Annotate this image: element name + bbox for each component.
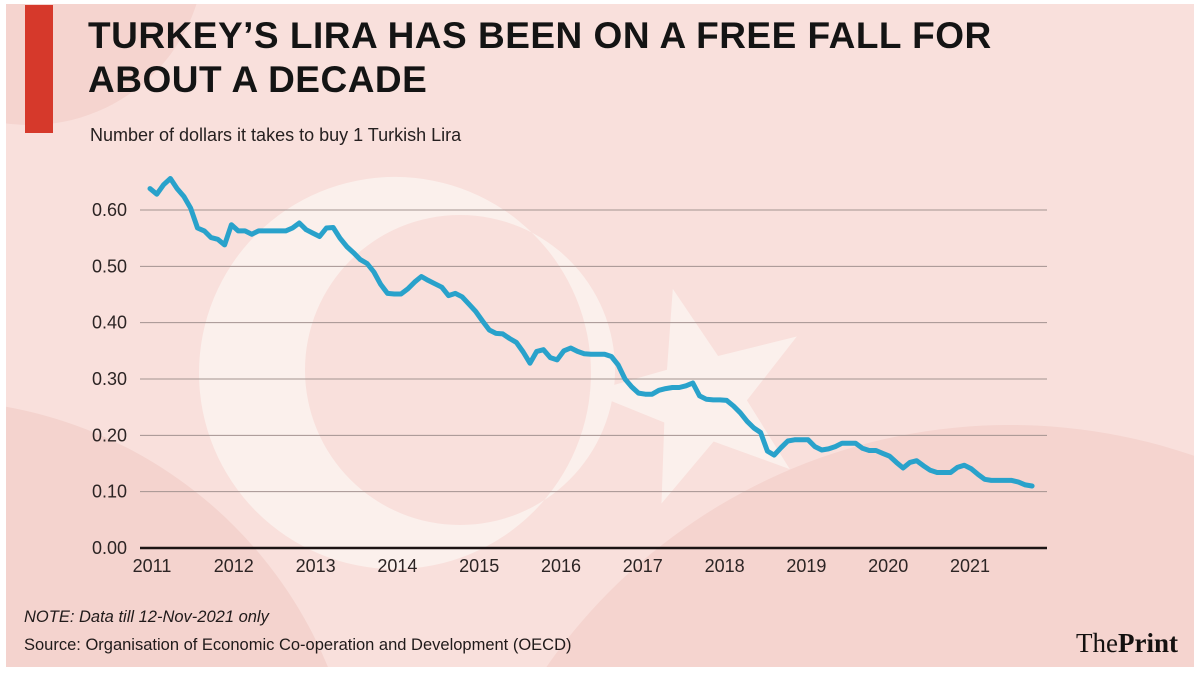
pink-canvas [6,4,1194,667]
source-text: Source: Organisation of Economic Co-oper… [24,636,572,654]
turkish-flag-watermark [199,176,797,570]
y-tick-label: 0.20 [92,425,127,445]
x-tick-label: 2015 [459,556,499,576]
logo-print: Print [1118,628,1178,658]
decor-blob-top-left [6,4,197,125]
x-tick-label: 2021 [950,556,990,576]
y-tick-label: 0.40 [92,313,127,333]
x-tick-label: 2016 [541,556,581,576]
crescent-icon [199,176,615,570]
x-tick-label: 2013 [296,556,336,576]
decor-blob-bottom-left [6,406,328,667]
y-tick-label: 0.50 [92,256,127,276]
footer-notes: NOTE: Data till 12-Nov-2021 only Source:… [24,603,572,659]
title-line-1: TURKEY’S LIRA HAS BEEN ON A FREE FALL FO… [88,15,992,56]
page-title: TURKEY’S LIRA HAS BEEN ON A FREE FALL FO… [88,14,992,102]
chart-subtitle: Number of dollars it takes to buy 1 Turk… [90,125,462,145]
star-icon [589,288,797,504]
lira-line-series [147,176,1035,489]
logo-the: The [1076,628,1118,658]
x-tick-label: 2018 [705,556,745,576]
y-tick-label: 0.30 [92,369,127,389]
x-tick-label: 2019 [786,556,826,576]
x-tick-label: 2012 [214,556,254,576]
y-tick-label: 0.10 [92,482,127,502]
x-tick-label: 2011 [133,556,172,576]
title-line-2: ABOUT A DECADE [88,59,428,100]
y-tick-label: 0.60 [92,200,127,220]
note-text: NOTE: Data till 12-Nov-2021 only [24,608,269,626]
x-tick-label: 2017 [623,556,663,576]
x-tick-label: 2020 [868,556,908,576]
title-accent-bar [25,5,53,133]
x-tick-label: 2014 [377,556,417,576]
theprint-logo: ThePrint [1076,628,1178,659]
y-tick-label: 0.00 [92,538,127,558]
